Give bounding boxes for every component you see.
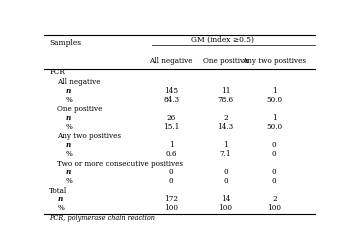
Text: 1: 1 [223, 141, 228, 149]
Text: 145: 145 [164, 87, 178, 95]
Text: 0: 0 [272, 141, 276, 149]
Text: 1: 1 [272, 87, 277, 95]
Text: %: % [57, 204, 64, 212]
Text: 100: 100 [218, 204, 232, 212]
Text: 0: 0 [223, 168, 228, 176]
Text: 172: 172 [164, 195, 178, 203]
Text: 0: 0 [223, 177, 228, 185]
Text: %: % [65, 96, 72, 103]
Text: 78.6: 78.6 [217, 96, 233, 103]
Text: n: n [65, 141, 71, 149]
Text: GM (index ≥0.5): GM (index ≥0.5) [191, 36, 254, 44]
Text: 1: 1 [272, 114, 277, 122]
Text: 1: 1 [169, 141, 174, 149]
Text: 0: 0 [169, 168, 174, 176]
Text: One positive: One positive [203, 57, 248, 65]
Text: 15.1: 15.1 [163, 123, 180, 131]
Text: 0: 0 [272, 177, 276, 185]
Text: 0: 0 [169, 177, 174, 185]
Text: 0: 0 [272, 150, 276, 158]
Text: 100: 100 [267, 204, 281, 212]
Text: 14: 14 [221, 195, 230, 203]
Text: 50.0: 50.0 [266, 96, 282, 103]
Text: Total: Total [49, 187, 68, 195]
Text: 84.3: 84.3 [163, 96, 179, 103]
Text: n: n [65, 168, 71, 176]
Text: 7.1: 7.1 [220, 150, 231, 158]
Text: All negative: All negative [57, 78, 101, 86]
Text: %: % [65, 150, 72, 158]
Text: n: n [65, 114, 71, 122]
Text: n: n [57, 195, 63, 203]
Text: PCR: PCR [49, 68, 65, 76]
Text: 2: 2 [272, 195, 276, 203]
Text: n: n [65, 87, 71, 95]
Text: Samples: Samples [49, 39, 81, 47]
Text: 0: 0 [272, 168, 276, 176]
Text: 11: 11 [221, 87, 230, 95]
Text: %: % [65, 177, 72, 185]
Text: 0.6: 0.6 [166, 150, 177, 158]
Text: All negative: All negative [149, 57, 193, 65]
Text: One positive: One positive [57, 105, 103, 113]
Text: PCR, polymerase chain reaction: PCR, polymerase chain reaction [49, 214, 155, 223]
Text: 2: 2 [223, 114, 228, 122]
Text: Any two positives: Any two positives [242, 57, 306, 65]
Text: 100: 100 [164, 204, 178, 212]
Text: 14.3: 14.3 [217, 123, 233, 131]
Text: Two or more consecutive positives: Two or more consecutive positives [57, 160, 183, 167]
Text: 50.0: 50.0 [266, 123, 282, 131]
Text: %: % [65, 123, 72, 131]
Text: 26: 26 [167, 114, 176, 122]
Text: Any two positives: Any two positives [57, 132, 121, 140]
